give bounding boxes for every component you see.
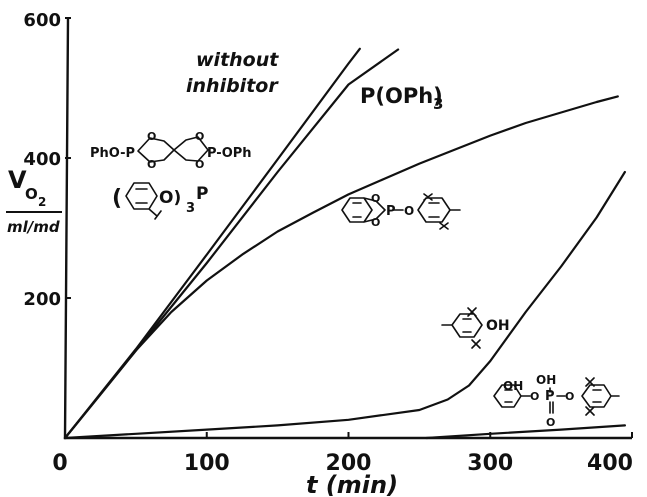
- spiro-o-4: O: [195, 158, 204, 171]
- y-axis-label: V O 2: [8, 166, 46, 209]
- series-line-2: [63, 48, 400, 440]
- series-line-3: [63, 95, 619, 440]
- structure-triaryl-phosphite: ( O) 3 P: [112, 182, 208, 220]
- spiro-o-2: O: [147, 158, 156, 171]
- label-poph3-sub: 3: [433, 95, 443, 113]
- catechol-p: P: [386, 204, 396, 219]
- label-poph3: P(OPh) 3: [360, 84, 443, 113]
- axis-ticks: 0 100 200 300 400 200 400 600: [23, 10, 633, 476]
- spiro-rings: [137, 136, 209, 163]
- y-axis-unit: ml/md: [7, 218, 60, 236]
- series-group: [63, 47, 626, 440]
- y-axis-label-sub: O: [25, 185, 38, 203]
- spiro-left-label: PhO-P: [90, 146, 135, 161]
- ester-right-ring: [581, 377, 620, 416]
- x-axis-label: t (min): [306, 471, 398, 497]
- triaryl-p: P: [196, 184, 208, 204]
- structure-phosphite-ester: OH OH O P O O: [493, 373, 620, 429]
- structure-spiro-diphosphite: PhO-P O O O O P-OPh: [90, 130, 252, 171]
- x-tick-label: 300: [467, 451, 513, 476]
- spiro-o-3: O: [195, 130, 204, 143]
- y-tick-label: 400: [23, 149, 61, 170]
- y-tick-label: 600: [23, 10, 61, 31]
- triaryl-o: O): [159, 188, 181, 208]
- structure-catechol-phosphite: O O P O: [341, 192, 461, 230]
- catechol-o-2: O: [371, 216, 380, 229]
- y-tick-label: 200: [23, 289, 61, 310]
- phenol-oh: OH: [486, 318, 510, 334]
- x-tick-label: 100: [184, 451, 230, 476]
- series-line-4: [63, 170, 626, 440]
- ester-oh-2: OH: [536, 373, 556, 387]
- y-axis-label-main: V: [8, 166, 27, 194]
- catechol-rings: [341, 197, 404, 223]
- ester-p: P: [545, 389, 555, 404]
- triaryl-paren: (: [112, 186, 122, 211]
- label-without: without: [196, 49, 279, 71]
- label-inhibitor: inhibitor: [186, 75, 279, 97]
- ester-o-2: O: [546, 416, 555, 429]
- x-tick-label: 400: [587, 451, 633, 476]
- ester-left-ring: [493, 384, 531, 408]
- ester-bonds: [549, 387, 566, 414]
- label-poph3-main: P(OPh): [360, 84, 443, 108]
- series-line-5: [425, 424, 626, 440]
- catechol-o-1: O: [371, 192, 380, 205]
- x-tick-label: 200: [326, 451, 372, 476]
- phenol-ring: [441, 307, 483, 349]
- spiro-o-1: O: [147, 130, 156, 143]
- ester-o-1: O: [530, 390, 539, 403]
- ester-oh-1: OH: [503, 379, 523, 393]
- ester-o-3: O: [565, 390, 574, 403]
- x-tick-label: 0: [52, 451, 67, 476]
- spiro-right-label: P-OPh: [207, 146, 252, 161]
- triaryl-ring: [125, 182, 162, 220]
- series-line-1: [63, 47, 361, 440]
- y-axis-label-sub2: 2: [38, 195, 46, 209]
- triaryl-sub: 3: [186, 201, 195, 216]
- catechol-o-3: O: [404, 204, 414, 218]
- catechol-aryl-ring: [417, 193, 461, 230]
- structure-hindered-phenol: OH: [441, 307, 510, 349]
